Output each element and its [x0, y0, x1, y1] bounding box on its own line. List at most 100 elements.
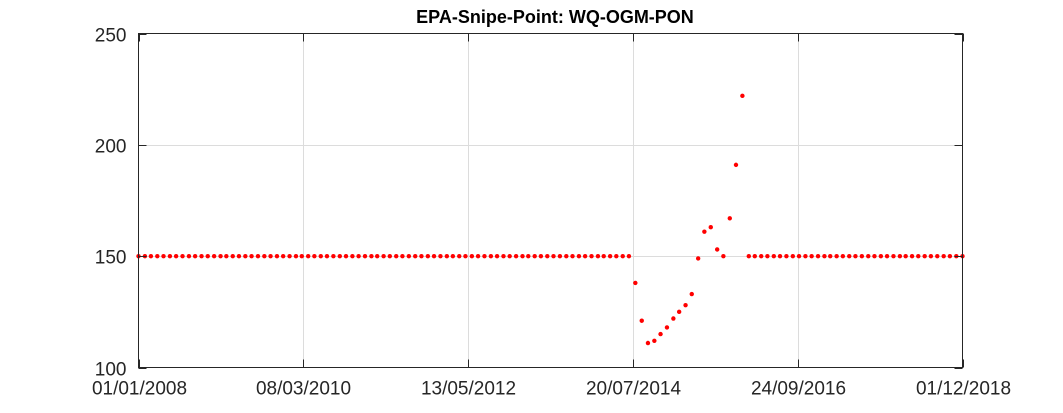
data-point	[526, 253, 531, 259]
y-tick-label: 200	[95, 137, 127, 158]
data-point	[790, 253, 796, 259]
data-point	[614, 253, 619, 259]
data-point	[582, 253, 588, 259]
data-point	[771, 253, 777, 259]
chart-title: EPA-Snipe-Point: WQ-OGM-PON	[416, 7, 694, 27]
data-point	[293, 253, 299, 259]
data-point	[564, 253, 569, 259]
data-point	[595, 253, 601, 259]
data-point	[639, 318, 644, 323]
y-tick-label: 100	[95, 360, 127, 381]
data-point	[570, 253, 575, 259]
data-point	[324, 253, 330, 259]
data-point	[765, 253, 770, 259]
data-point	[645, 340, 651, 346]
data-point	[532, 253, 537, 259]
data-point	[935, 253, 940, 259]
data-point	[337, 253, 342, 259]
data-point	[538, 253, 544, 259]
data-point	[784, 253, 789, 259]
data-point	[299, 253, 304, 259]
data-point	[520, 253, 525, 259]
data-point	[884, 253, 890, 259]
data-point	[501, 253, 506, 259]
data-point	[759, 253, 764, 259]
data-point	[664, 325, 670, 330]
data-point	[369, 253, 374, 259]
data-point	[356, 253, 361, 259]
data-point	[652, 338, 657, 343]
data-point	[155, 253, 160, 259]
data-point	[249, 253, 254, 259]
data-point	[809, 253, 814, 259]
data-point	[438, 253, 443, 259]
data-point	[450, 253, 456, 259]
data-point	[305, 253, 311, 259]
data-point	[909, 253, 915, 259]
plot-frame	[138, 33, 963, 368]
data-point	[469, 253, 475, 259]
data-point	[891, 253, 896, 259]
data-point	[375, 253, 380, 259]
data-point	[262, 253, 267, 259]
data-point	[626, 253, 632, 259]
data-point	[916, 253, 921, 259]
data-point	[475, 253, 481, 259]
data-point	[689, 291, 694, 297]
data-point	[211, 253, 217, 259]
data-point	[727, 216, 732, 221]
data-point	[620, 253, 625, 259]
data-point	[922, 253, 927, 259]
data-point	[218, 253, 223, 259]
data-point	[903, 253, 908, 259]
data-point	[897, 253, 903, 259]
data-point	[777, 253, 783, 259]
data-point	[702, 229, 707, 234]
data-point	[243, 253, 248, 259]
data-point	[431, 253, 437, 259]
data-point	[607, 253, 613, 259]
data-point	[274, 253, 280, 259]
data-point	[192, 253, 198, 259]
data-point	[708, 225, 713, 230]
data-point	[425, 253, 431, 259]
data-point	[721, 253, 726, 259]
data-point	[494, 253, 500, 259]
data-point	[482, 253, 487, 259]
data-point	[161, 253, 166, 259]
data-point	[746, 253, 751, 259]
data-point	[859, 253, 865, 259]
data-point	[683, 302, 688, 308]
data-point	[312, 253, 317, 259]
data-point	[180, 253, 185, 259]
data-point	[488, 253, 494, 259]
data-point	[406, 253, 412, 259]
data-point	[387, 253, 393, 259]
data-point	[695, 256, 701, 261]
x-tick-label: 08/03/2010	[256, 379, 351, 400]
data-point	[444, 253, 450, 259]
x-tick-label: 24/09/2016	[751, 379, 846, 400]
x-tick-label: 01/01/2008	[92, 379, 187, 400]
data-point	[796, 253, 802, 259]
data-point	[740, 93, 745, 99]
y-tick-label: 150	[95, 248, 127, 269]
data-point	[601, 253, 606, 259]
data-point	[268, 253, 273, 259]
data-point	[394, 253, 399, 259]
data-point	[173, 253, 179, 259]
data-point	[463, 253, 468, 259]
data-point	[255, 253, 261, 259]
y-tick-label: 250	[95, 26, 127, 47]
data-point	[752, 253, 757, 259]
data-point	[872, 253, 877, 259]
data-point	[815, 253, 821, 259]
data-point	[822, 253, 827, 259]
data-point	[866, 253, 871, 259]
data-point	[287, 253, 292, 259]
data-point	[331, 253, 336, 259]
data-point	[224, 253, 229, 259]
data-point	[457, 253, 462, 259]
data-point	[230, 253, 235, 259]
